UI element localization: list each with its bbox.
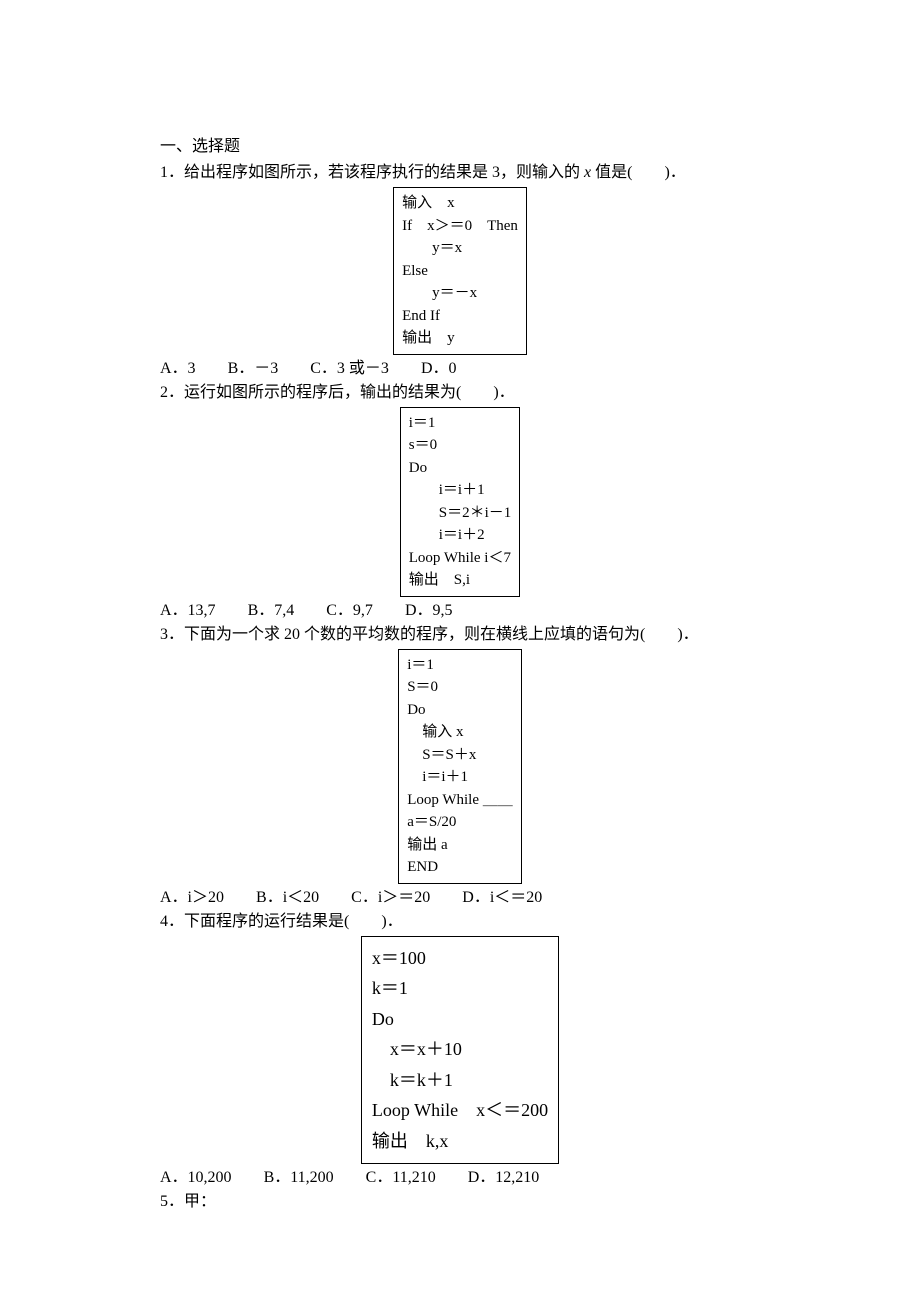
q2-stem: 2．运行如图所示的程序后，输出的结果为( )． xyxy=(160,381,760,405)
q4-optC: C．11,210 xyxy=(366,1166,436,1190)
q4-code-wrap: x＝100 k＝1 Do x＝x＋10 k＝k＋1 Loop While x＜＝… xyxy=(160,936,760,1164)
q2-optB: B．7,4 xyxy=(248,599,295,623)
q1-stem: 1．给出程序如图所示，若该程序执行的结果是 3，则输入的 x 值是( )． xyxy=(160,161,760,185)
q3-stem: 3．下面为一个求 20 个数的平均数的程序，则在横线上应填的语句为( )． xyxy=(160,623,760,647)
q2-optD: D．9,5 xyxy=(405,599,453,623)
q1-options: A．3 B．－3 C．3 或－3 D．0 xyxy=(160,357,760,381)
q1-stem-pre: 1．给出程序如图所示，若该程序执行的结果是 3，则输入的 xyxy=(160,164,584,181)
q1-optC: C．3 或－3 xyxy=(310,357,389,381)
page-root: 一、选择题 1．给出程序如图所示，若该程序执行的结果是 3，则输入的 x 值是(… xyxy=(0,0,920,1254)
q3-code-wrap: i＝1 S＝0 Do 输入 x S＝S＋x i＝i＋1 Loop While ＿… xyxy=(160,649,760,884)
q3-optA: A．i＞20 xyxy=(160,886,224,910)
q2-optA: A．13,7 xyxy=(160,599,216,623)
q4-options: A．10,200 B．11,200 C．11,210 D．12,210 xyxy=(160,1166,760,1190)
q3-optD: D．i＜＝20 xyxy=(462,886,542,910)
q2-code: i＝1 s＝0 Do i＝i＋1 S＝2＊i－1 i＝i＋2 Loop Whil… xyxy=(400,407,521,597)
q4-optA: A．10,200 xyxy=(160,1166,232,1190)
q2-optC: C．9,7 xyxy=(326,599,373,623)
q3-code: i＝1 S＝0 Do 输入 x S＝S＋x i＝i＋1 Loop While ＿… xyxy=(398,649,522,884)
q3-options: A．i＞20 B．i＜20 C．i＞＝20 D．i＜＝20 xyxy=(160,886,760,910)
q4-optB: B．11,200 xyxy=(264,1166,334,1190)
q2-code-wrap: i＝1 s＝0 Do i＝i＋1 S＝2＊i－1 i＝i＋2 Loop Whil… xyxy=(160,407,760,597)
q1-optD: D．0 xyxy=(421,357,457,381)
section-heading: 一、选择题 xyxy=(160,135,760,159)
q3-optB: B．i＜20 xyxy=(256,886,319,910)
q4-stem: 4．下面程序的运行结果是( )． xyxy=(160,910,760,934)
q1-code-wrap: 输入 x If x＞＝0 Then y＝x Else y＝－x End If 输… xyxy=(160,187,760,355)
q1-optB: B．－3 xyxy=(228,357,279,381)
q2-options: A．13,7 B．7,4 C．9,7 D．9,5 xyxy=(160,599,760,623)
q1-optA: A．3 xyxy=(160,357,196,381)
q1-code: 输入 x If x＞＝0 Then y＝x Else y＝－x End If 输… xyxy=(393,187,527,355)
q5-stem: 5．甲： xyxy=(160,1190,760,1214)
q4-code: x＝100 k＝1 Do x＝x＋10 k＝k＋1 Loop While x＜＝… xyxy=(361,936,559,1164)
q1-stem-post: 值是( )． xyxy=(591,164,686,181)
q3-optC: C．i＞＝20 xyxy=(351,886,430,910)
q4-optD: D．12,210 xyxy=(468,1166,540,1190)
